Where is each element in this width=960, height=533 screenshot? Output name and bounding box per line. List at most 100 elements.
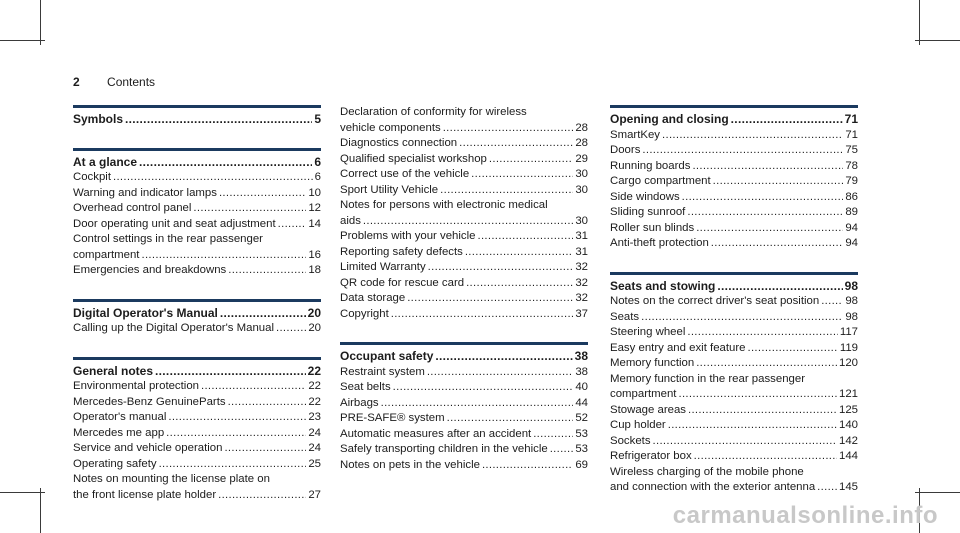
toc-entry[interactable]: Qualified specialist workshop 29 bbox=[340, 152, 588, 168]
toc-entry[interactable]: SmartKey 71 bbox=[610, 128, 858, 144]
entry-title: Diagnostics connection bbox=[340, 137, 458, 149]
toc-entry[interactable]: Anti-theft protection 94 bbox=[610, 236, 858, 252]
toc-entry[interactable]: Cockpit 6 bbox=[73, 170, 321, 186]
toc-entry[interactable]: Mercedes me app 24 bbox=[73, 426, 321, 442]
crop-mark bbox=[915, 492, 960, 493]
section-heading[interactable]: Symbols 5 bbox=[73, 112, 321, 128]
toc-entry[interactable]: Reporting safety defects 31 bbox=[340, 245, 588, 261]
toc-entry-line: Memory function in the rear passenger bbox=[610, 372, 806, 385]
toc-entry[interactable]: Steering wheel 117 bbox=[610, 325, 858, 341]
toc-entry[interactable]: and connection with the exterior antenna… bbox=[610, 480, 858, 496]
toc-entry[interactable]: Diagnostics connection 28 bbox=[340, 136, 588, 152]
toc-entry[interactable]: Problems with your vehicle 31 bbox=[340, 229, 588, 245]
toc-entry[interactable]: Notes on pets in the vehicle 69 bbox=[340, 458, 588, 474]
toc-entry[interactable]: Notes on the correct driver's seat posit… bbox=[610, 294, 858, 310]
page-ref: 22 bbox=[307, 363, 321, 378]
section-heading[interactable]: Opening and closing 71 bbox=[610, 112, 858, 128]
dot-leader bbox=[678, 387, 837, 403]
entry-title: Seats bbox=[610, 310, 640, 323]
section-heading[interactable]: Occupant safety 38 bbox=[340, 349, 588, 365]
page-ref: 89 bbox=[845, 206, 858, 218]
toc-entry[interactable]: Mercedes-Benz GenuineParts 22 bbox=[73, 395, 321, 411]
entry-title: Automatic measures after an accident bbox=[340, 427, 532, 440]
toc-entry[interactable]: Data storage 32 bbox=[340, 291, 588, 307]
entry-title: Running boards bbox=[610, 159, 691, 172]
section-rule bbox=[73, 298, 321, 302]
toc-entry[interactable]: Safely transporting children in the vehi… bbox=[340, 442, 588, 458]
toc-entry[interactable]: Seats 98 bbox=[610, 310, 858, 326]
toc-entry[interactable]: Warning and indicator lamps 10 bbox=[73, 186, 321, 202]
watermark: carmanualsonline.info bbox=[672, 502, 938, 529]
entry-title: Occupant safety bbox=[340, 349, 434, 363]
toc-entry[interactable]: Doors 75 bbox=[610, 143, 858, 159]
toc-entry[interactable]: Copyright 37 bbox=[340, 307, 588, 323]
toc-entry[interactable]: Sport Utility Vehicle 30 bbox=[340, 183, 588, 199]
toc-entry[interactable]: Memory function 120 bbox=[610, 356, 858, 372]
entry-title: Operator's manual bbox=[73, 411, 167, 423]
entry-title: aids bbox=[340, 214, 361, 227]
toc-entry[interactable]: Stowage areas 125 bbox=[610, 403, 858, 419]
toc-entry[interactable]: Restraint system 38 bbox=[340, 365, 588, 381]
dot-leader bbox=[427, 365, 574, 381]
page-ref: 32 bbox=[575, 276, 588, 289]
toc-entry[interactable]: Limited Warranty 32 bbox=[340, 260, 588, 276]
toc-entry[interactable]: aids 30 bbox=[340, 214, 588, 230]
crop-mark bbox=[919, 488, 920, 533]
toc-entry[interactable]: Operator's manual 23 bbox=[73, 410, 321, 426]
toc-entry[interactable]: Roller sun blinds 94 bbox=[610, 221, 858, 237]
entry-title: Roller sun blinds bbox=[610, 221, 695, 234]
section-rule bbox=[73, 356, 321, 360]
toc-entry[interactable]: PRE-SAFE® system 52 bbox=[340, 411, 588, 427]
entry-title: Seat belts bbox=[340, 381, 391, 393]
page-ref: 32 bbox=[575, 261, 588, 273]
toc-entry[interactable]: Sliding sunroof 89 bbox=[610, 205, 858, 221]
toc-entry[interactable]: Emergencies and breakdowns 18 bbox=[73, 263, 321, 279]
toc-entry[interactable]: Operating safety 25 bbox=[73, 457, 321, 473]
entry-title: Cup holder bbox=[610, 419, 666, 431]
page-ref: 140 bbox=[838, 419, 858, 431]
dot-leader bbox=[141, 248, 306, 264]
dot-leader bbox=[482, 458, 573, 474]
dot-leader bbox=[696, 356, 837, 372]
dot-leader bbox=[168, 410, 306, 426]
entry-title: Digital Operator's Manual bbox=[73, 305, 218, 320]
section-heading[interactable]: Digital Operator's Manual 20 bbox=[73, 306, 321, 322]
toc-entry[interactable]: Cargo compartment 79 bbox=[610, 174, 858, 190]
section-heading[interactable]: Seats and stowing 98 bbox=[610, 279, 858, 295]
section-heading[interactable]: At a glance 6 bbox=[73, 155, 321, 171]
toc-entry[interactable]: Running boards 78 bbox=[610, 159, 858, 175]
entry-title: Safely transporting children in the vehi… bbox=[340, 443, 548, 455]
toc-entry[interactable]: Sockets 142 bbox=[610, 434, 858, 450]
toc-entry[interactable]: QR code for rescue card 32 bbox=[340, 276, 588, 292]
toc-entry[interactable]: Refrigerator box 144 bbox=[610, 449, 858, 465]
entry-title: Restraint system bbox=[340, 365, 425, 378]
toc-entry[interactable]: Airbags 44 bbox=[340, 396, 588, 412]
page-ref: 86 bbox=[845, 190, 858, 203]
toc-entry[interactable]: the front license plate holder 27 bbox=[73, 488, 321, 504]
dot-leader bbox=[220, 306, 306, 322]
toc-entry[interactable]: Door operating unit and seat adjustment 1… bbox=[73, 217, 321, 233]
page-header: 2 Contents bbox=[73, 75, 155, 89]
toc-entry[interactable]: Correct use of the vehicle 30 bbox=[340, 167, 588, 183]
page-ref: 20 bbox=[308, 322, 321, 334]
toc-entry[interactable]: Automatic measures after an accident 53 bbox=[340, 427, 588, 443]
page-ref: 71 bbox=[844, 112, 858, 126]
toc-entry[interactable]: Overhead control panel 12 bbox=[73, 201, 321, 217]
toc-entry[interactable]: Calling up the Digital Operator's Manual… bbox=[73, 321, 321, 337]
toc-entry[interactable]: Cup holder 140 bbox=[610, 418, 858, 434]
page-ref: 10 bbox=[308, 186, 321, 199]
entry-title: compartment bbox=[73, 248, 140, 261]
toc-entry[interactable]: compartment 16 bbox=[73, 248, 321, 264]
toc-entry[interactable]: vehicle components 28 bbox=[340, 121, 588, 137]
section-heading[interactable]: General notes 22 bbox=[73, 364, 321, 380]
entry-title: Notes on pets in the vehicle bbox=[340, 458, 480, 471]
dot-leader bbox=[459, 136, 573, 152]
toc-entry[interactable]: Service and vehicle operation 24 bbox=[73, 441, 321, 457]
toc-entry[interactable]: compartment 121 bbox=[610, 387, 858, 403]
toc-entry[interactable]: Side windows 86 bbox=[610, 190, 858, 206]
toc-entry[interactable]: Environmental protection 22 bbox=[73, 379, 321, 395]
dot-leader bbox=[668, 418, 837, 434]
page-ref: 40 bbox=[575, 381, 588, 393]
toc-entry[interactable]: Easy entry and exit feature 119 bbox=[610, 341, 858, 357]
toc-entry[interactable]: Seat belts 40 bbox=[340, 380, 588, 396]
